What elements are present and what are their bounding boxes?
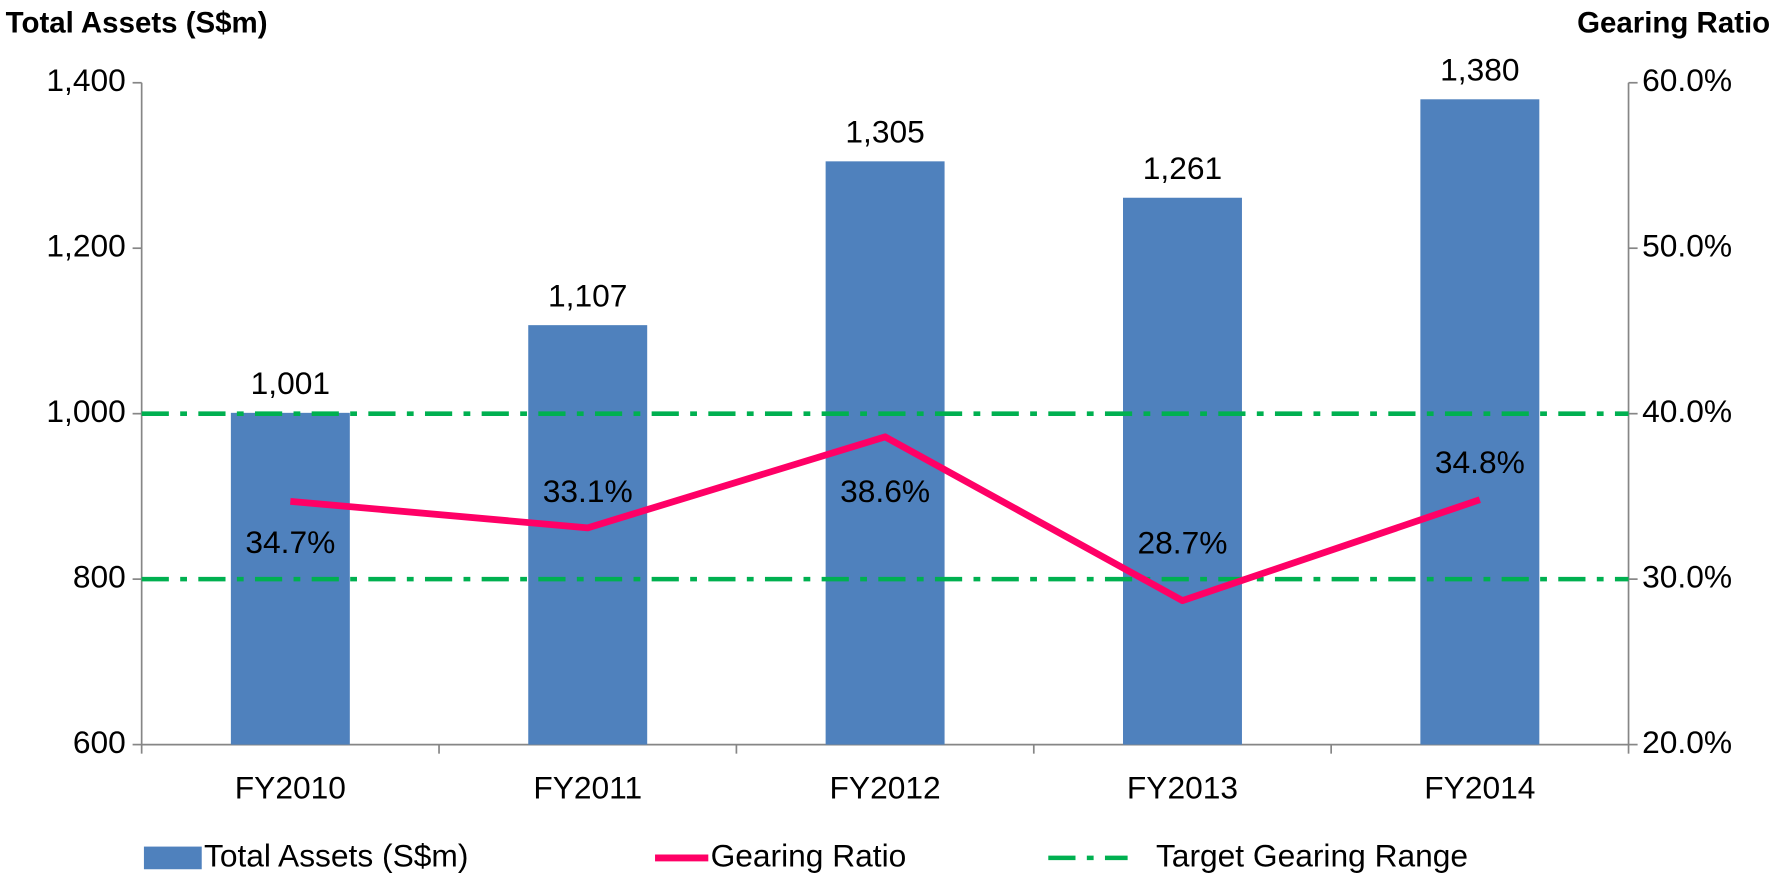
y2-tick-label: 20.0% bbox=[1642, 724, 1732, 760]
bar bbox=[1420, 99, 1540, 745]
x-tick-label: FY2013 bbox=[1127, 769, 1238, 805]
bar-value-label: 1,261 bbox=[1143, 150, 1222, 186]
x-tick-label: FY2011 bbox=[533, 769, 642, 805]
x-tick-label: FY2014 bbox=[1424, 769, 1535, 805]
legend-label: Total Assets (S$m) bbox=[204, 837, 468, 873]
legend-label: Target Gearing Range bbox=[1156, 837, 1468, 873]
y-axis-title: Total Assets (S$m) bbox=[6, 7, 268, 40]
x-tick-label: FY2012 bbox=[830, 769, 941, 805]
x-tick-label: FY2010 bbox=[235, 769, 346, 805]
line-value-label: 34.7% bbox=[245, 524, 335, 560]
legend-label: Gearing Ratio bbox=[711, 837, 907, 873]
bar-value-label: 1,001 bbox=[251, 365, 330, 401]
line-value-label: 33.1% bbox=[543, 473, 633, 509]
y-tick-label: 1,000 bbox=[46, 393, 125, 429]
y2-axis-title: Gearing Ratio bbox=[1577, 7, 1770, 40]
bar-value-label: 1,380 bbox=[1440, 51, 1519, 87]
bar-value-label: 1,107 bbox=[548, 277, 627, 313]
gearing-line bbox=[290, 433, 1481, 605]
y2-tick-label: 50.0% bbox=[1642, 228, 1732, 264]
line-value-label: 28.7% bbox=[1138, 524, 1228, 560]
bar bbox=[825, 161, 945, 745]
bar bbox=[1123, 197, 1242, 745]
legend-swatch bbox=[143, 846, 202, 870]
bar bbox=[528, 325, 648, 745]
y2-tick-label: 60.0% bbox=[1642, 62, 1732, 98]
y-tick-label: 1,400 bbox=[46, 62, 125, 98]
y2-tick-label: 30.0% bbox=[1642, 559, 1732, 595]
y-tick-label: 1,200 bbox=[46, 228, 125, 264]
y-tick-label: 600 bbox=[73, 724, 126, 760]
y2-tick-label: 40.0% bbox=[1642, 393, 1732, 429]
bar-value-label: 1,305 bbox=[845, 114, 924, 150]
line-value-label: 38.6% bbox=[840, 473, 930, 509]
line-value-label: 34.8% bbox=[1435, 444, 1525, 480]
y-tick-label: 800 bbox=[73, 559, 126, 595]
